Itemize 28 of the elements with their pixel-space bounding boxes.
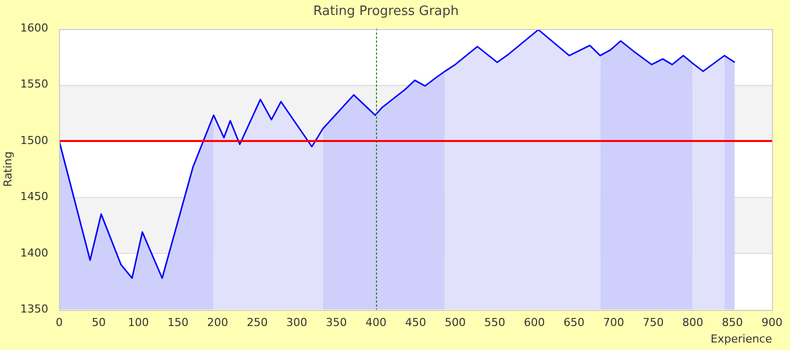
x-tick-label: 800 xyxy=(682,316,704,330)
x-tick-label: 550 xyxy=(484,316,506,330)
y-tick-label: 1500 xyxy=(20,134,48,147)
x-tick-label: 750 xyxy=(642,316,664,330)
y-tick-label: 1400 xyxy=(20,246,48,260)
x-tick-label: 150 xyxy=(167,316,188,330)
x-tick-label: 500 xyxy=(444,316,466,330)
x-tick-label: 100 xyxy=(128,316,149,330)
x-tick-label: 600 xyxy=(524,316,545,330)
y-tick-label: 1350 xyxy=(20,302,48,316)
x-tick-label: 900 xyxy=(762,316,782,330)
x-tick-label: 850 xyxy=(722,316,743,330)
chart-title: Rating Progress Graph xyxy=(313,4,459,20)
x-tick-label: 250 xyxy=(246,316,268,330)
x-tick-label: 200 xyxy=(207,316,228,330)
y-tick-label: 1600 xyxy=(20,21,48,34)
x-tick-label: 350 xyxy=(326,316,347,330)
x-tick-label: 300 xyxy=(286,316,308,330)
x-tick-label: 700 xyxy=(603,316,624,330)
x-tick-label: 50 xyxy=(92,316,106,330)
x-tick-label: 400 xyxy=(365,316,386,330)
x-tick-label: 450 xyxy=(405,316,426,330)
x-tick-label: 0 xyxy=(56,316,63,330)
y-tick-label: 1450 xyxy=(20,190,48,204)
x-axis-title: Experience xyxy=(710,332,772,346)
y-tick-label: 1550 xyxy=(20,78,48,91)
y-axis-title: Rating xyxy=(1,151,14,187)
x-tick-label: 650 xyxy=(564,316,584,330)
